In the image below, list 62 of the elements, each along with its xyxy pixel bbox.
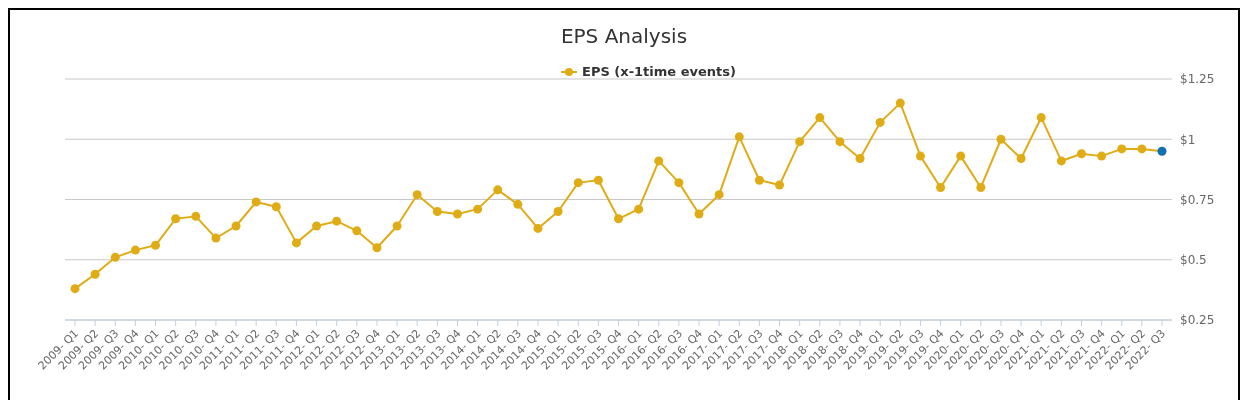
y-tick-label: $0.25 [1180,313,1215,328]
point [654,156,664,166]
point [130,245,140,255]
y-tick-label: $0.75 [1180,192,1215,207]
point [412,190,422,200]
point [513,199,523,209]
point [271,202,281,212]
point [614,214,623,224]
point [452,209,462,219]
point [915,151,925,161]
point [1097,151,1107,161]
chart-title: EPS Analysis [559,23,689,50]
point [1016,154,1026,164]
point [493,185,503,195]
point [533,223,543,233]
y-tick-label: $0.5 [1180,253,1207,268]
point [352,226,362,236]
point [110,252,120,262]
point [1076,149,1086,159]
point [392,221,402,231]
point [835,137,845,147]
point [936,182,946,192]
point [70,284,80,294]
point [754,175,764,185]
point [473,204,483,214]
point [251,197,261,207]
point [1056,156,1066,166]
point [996,134,1006,144]
point [634,204,644,214]
point [976,182,986,192]
point [875,117,885,127]
point [593,175,603,185]
point [231,221,241,231]
point [1117,144,1127,154]
point [90,269,100,279]
point [694,209,704,219]
point [1157,146,1167,156]
point [1137,144,1147,154]
point [573,178,583,188]
point [674,178,684,188]
point [151,240,161,250]
y-tick-label: $1 [1180,132,1196,147]
point [553,207,563,217]
point [191,211,201,221]
point [775,180,785,190]
point [956,151,966,161]
point [795,137,805,147]
point [815,113,825,123]
point [895,98,905,108]
point [734,132,744,142]
point [171,214,181,224]
point [855,154,865,164]
point [312,221,322,231]
point [332,216,342,226]
point [714,190,724,200]
point [432,207,442,217]
point [211,233,221,243]
legend-label: EPS (x-1time events) [581,64,736,79]
point [1036,113,1046,123]
point [372,243,382,253]
point [291,238,301,248]
y-tick-label: $1.25 [1180,72,1215,87]
